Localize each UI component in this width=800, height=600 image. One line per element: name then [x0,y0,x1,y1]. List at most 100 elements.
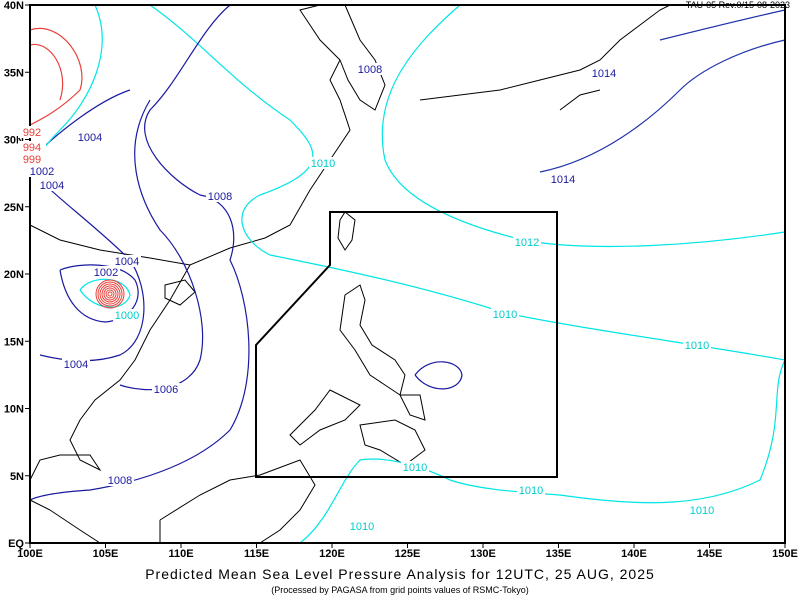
label-backdrop [106,474,134,486]
lon-tick-label: 100E [17,548,43,560]
label-backdrop [309,157,337,169]
lat-tick-label: 5N [10,471,24,483]
lon-tick-label: 150E [772,548,798,560]
label-backdrop [18,126,46,138]
isobar-label: 992 [23,127,41,139]
label-backdrop [92,266,120,278]
lat-tick-label: EQ [8,538,24,550]
map-subtitle: (Processed by PAGASA from grid points va… [271,585,529,595]
label-backdrop [517,484,545,496]
low-isobar-ring [105,289,115,299]
isobar-label: 1004 [40,180,64,192]
lon-tick-label: 145E [697,548,723,560]
isobar-label: 1010 [690,505,714,517]
sumatra-coast [29,499,101,544]
map-title: Predicted Mean Sea Level Pressure Analys… [145,566,655,582]
version-label: TAU-05 Rev.0/15-08-2023 [685,0,790,10]
lon-tick-label: 105E [93,548,119,560]
isobar-label: 1010 [519,485,543,497]
isobar-label: 1008 [108,475,132,487]
tropical-low-center [95,279,125,309]
coastlines [29,4,671,544]
lon-tick-label: 135E [546,548,572,560]
lon-tick-label: 120E [319,548,345,560]
korea-coast [339,4,386,111]
lon-tick-label: 110E [168,548,193,560]
japan-coast [419,4,671,111]
isobar-1000 [79,278,131,308]
lon-tick-label: 130E [470,548,496,560]
label-backdrop [152,383,180,395]
isobar-label: 1004 [78,132,102,144]
low-isobar-ring [101,285,119,303]
isobar-1014-b [659,9,786,41]
label-backdrop [62,358,90,370]
isobar-1010-north [149,4,786,361]
label-backdrop [683,339,711,351]
low-isobar-ring [95,279,125,309]
label-backdrop [18,153,46,165]
lat-tick-label: 40N [4,0,24,12]
isobar-label: 1002 [30,166,54,178]
label-backdrop [590,67,618,79]
isobar-closed-low-mindanao [414,361,463,390]
isobar-label: 1006 [154,384,178,396]
isobar-1012 [381,4,786,248]
indochina-coast [29,264,191,481]
label-backdrop [348,520,376,532]
par-boundary [255,211,558,478]
isobar-1006 [119,99,204,391]
philippines-coast [289,284,426,466]
lat-tick-label: 25N [4,202,24,214]
isobar-1004 [39,179,145,362]
isobar-label: 1010 [311,158,335,170]
label-backdrop [491,308,519,320]
lon-tick-label: 140E [621,548,647,560]
taiwan-coast [337,211,356,251]
borneo-coast [159,459,316,544]
label-backdrop [401,461,429,473]
lat-tick-label: 35N [4,67,24,79]
label-backdrop [549,173,577,185]
low-isobar-ring [99,283,121,305]
isobar-label: 1004 [64,359,88,371]
low-isobar-ring [103,287,117,301]
isobar-red-north [29,27,83,126]
isobar-label: 1004 [115,256,139,268]
label-backdrop [76,131,104,143]
lat-tick-label: 20N [4,269,24,281]
isobar-label: 994 [23,142,41,154]
isobar-label: 1010 [350,521,374,533]
isobar-1014-a [539,39,786,173]
isobar-label: 1010 [493,309,517,321]
label-backdrop [688,504,716,516]
label-backdrop [206,190,234,202]
lon-tick-label: 125E [395,548,421,560]
isobar-label: 1002 [94,267,118,279]
isobar-label: 1010 [685,340,709,352]
label-backdrop [113,255,141,267]
label-backdrop [38,179,66,191]
lon-tick-label: 115E [244,548,269,560]
lat-tick-label: 15N [4,336,24,348]
axis-ticks: 100E 105E 110E 115E 120E 125E 130E 135E 140E 145E… [4,0,798,560]
label-backdrop [113,309,141,321]
isobar-label: 1008 [358,64,382,76]
isobar-label: 1008 [208,191,232,203]
isobar-1002 [59,264,139,323]
label-backdrop [18,141,46,153]
isobar-labels: 1008 101410141010100410081004100210121004… [18,63,716,533]
lat-tick-label: 10N [4,404,24,416]
label-backdrop [28,165,56,177]
isobar-label: 999 [23,154,41,166]
low-isobar-ring [97,281,123,307]
label-backdrop [513,236,541,248]
isobar-label: 1014 [592,68,616,80]
hainan-coast [164,279,196,306]
low-isobar-ring [107,291,113,297]
isobar-label: 1000 [115,310,139,322]
isobar-label: 1014 [551,174,575,186]
isobar-label: 1012 [515,237,539,249]
isobar-label: 1010 [403,462,427,474]
